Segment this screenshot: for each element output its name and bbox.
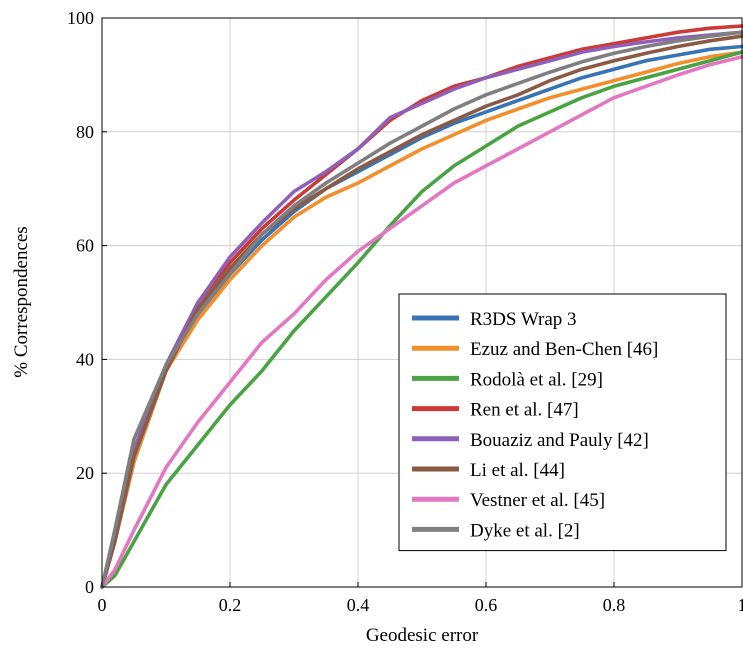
y-tick-label: 100 (67, 8, 94, 28)
x-tick-label: 0 (98, 595, 107, 615)
series-line-ezuz-and-ben-chen-46 (100, 50, 743, 589)
y-tick-label: 20 (76, 463, 94, 483)
legend-label-ezuz-and-ben-chen-46: Ezuz and Ben-Chen [46] (470, 339, 658, 360)
x-axis-label: Geodesic error (366, 625, 479, 646)
legend-label-vestner-et-al-45: Vestner et al. [45] (470, 490, 605, 511)
legend-label-bouaziz-and-pauly-42: Bouaziz and Pauly [42] (470, 430, 649, 451)
plot-frame (101, 17, 743, 588)
y-tick-label: 40 (76, 349, 94, 369)
legend: R3DS Wrap 3 Ezuz and Ben-Chen [46] Rodolà … (398, 293, 727, 552)
legend-label-rodol-et-al-29: Rodolà et al. [29] (470, 369, 603, 390)
legend-label-dyke-et-al-2: Dyke et al. [2] (470, 520, 580, 541)
series-lines (100, 24, 743, 589)
series-line-bouaziz-and-pauly-42 (100, 30, 743, 589)
series-line-rodol-et-al-29 (100, 50, 743, 589)
x-tick-label: 0.8 (603, 595, 626, 615)
y-axis-label: % Correspondences (11, 226, 32, 377)
legend-box (398, 293, 727, 552)
series-line-vestner-et-al-45 (100, 54, 743, 589)
x-tick-label: 0.2 (219, 595, 242, 615)
y-tick-label: 80 (76, 122, 94, 142)
x-tick-label: 1 (738, 595, 743, 615)
y-tick-label: 60 (76, 236, 94, 256)
legend-label-ren-et-al-47: Ren et al. [47] (470, 400, 579, 421)
legend-label-li-et-al-44: Li et al. [44] (470, 460, 565, 481)
axis-ticks: 0 0.2 0.4 0.6 0.8 1 0 20 40 60 80 100 (67, 8, 743, 615)
series-line-dyke-et-al-2 (100, 30, 743, 589)
x-tick-label: 0.4 (347, 595, 370, 615)
x-tick-label: 0.6 (475, 595, 498, 615)
y-tick-label: 0 (85, 577, 94, 597)
legend-label-r3ds-wrap-3: R3DS Wrap 3 (470, 309, 577, 330)
